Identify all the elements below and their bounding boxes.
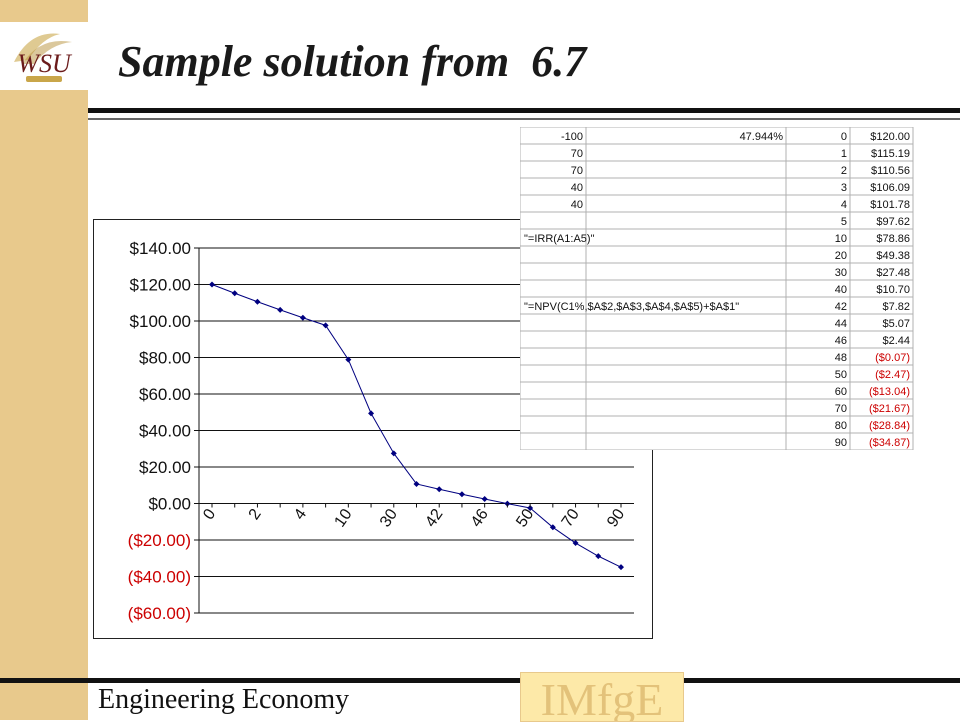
sheet-cell-c: 47.944% [740, 131, 784, 143]
sheet-cell-e: ($34.87) [869, 437, 910, 449]
sheet-cell-a: -100 [561, 131, 583, 143]
sheet-cell-e: $7.82 [882, 301, 910, 313]
x-tick-label: 70 [559, 506, 583, 530]
x-tick-label: 46 [468, 506, 492, 530]
y-tick-label: $0.00 [148, 495, 191, 514]
sheet-cell-d: 90 [835, 437, 847, 449]
footer-course-title: Engineering Economy [98, 684, 350, 715]
x-tick-label: 10 [331, 506, 355, 530]
wsu-logo-text: WSU [17, 49, 73, 78]
sheet-cell-a: 40 [571, 182, 583, 194]
data-point [322, 322, 329, 329]
sheet-cell-e: $27.48 [876, 267, 910, 279]
y-tick-label: ($60.00) [128, 604, 191, 623]
data-point [481, 496, 488, 503]
y-tick-label: $100.00 [130, 312, 191, 331]
sheet-cell-e: ($2.47) [875, 369, 910, 381]
data-point [368, 410, 375, 417]
sheet-cell-d: 40 [835, 284, 847, 296]
data-point [527, 505, 534, 512]
sheet-cell-d: 20 [835, 250, 847, 262]
imfge-logo-text: IMfgE [541, 674, 664, 721]
sheet-cell-e: $115.19 [871, 148, 910, 160]
y-tick-label: $60.00 [139, 385, 191, 404]
sheet-cell-e: $110.56 [871, 165, 910, 177]
y-tick-label: ($20.00) [128, 531, 191, 550]
sheet-cell-e: ($13.04) [869, 386, 910, 398]
sheet-cell-d: 3 [841, 182, 847, 194]
sheet-cell-e: $106.09 [870, 182, 910, 194]
data-point [390, 450, 397, 457]
y-tick-label: $20.00 [139, 458, 191, 477]
data-point [458, 491, 465, 498]
wsu-logo: WSU [0, 22, 88, 90]
sheet-cell-d: 70 [835, 403, 847, 415]
sheet-cell-d: 60 [835, 386, 847, 398]
data-point [595, 553, 602, 560]
sheet-cell-e: ($28.84) [869, 420, 910, 432]
y-tick-label: $140.00 [130, 239, 191, 258]
sheet-cell-d: 42 [835, 301, 847, 313]
sheet-cell-e: $2.44 [882, 335, 910, 347]
wheat-logo-icon: WSU [14, 33, 73, 82]
x-tick-label: 50 [513, 506, 537, 530]
sheet-cell-d: 2 [841, 165, 847, 177]
y-tick-label: $40.00 [139, 422, 191, 441]
sheet-cell-d: 1 [841, 148, 847, 160]
sheet-cell-d: 46 [835, 335, 847, 347]
sheet-cell-formula: "=NPV(C1%,$A$2,$A$3,$A$4,$A$5)+$A$1" [524, 301, 739, 313]
sheet-cell-a: 70 [571, 148, 583, 160]
title-rule-thick [88, 108, 960, 113]
sheet-cell-d: 4 [841, 199, 847, 211]
sheet-cell-e: $120.00 [870, 131, 910, 143]
sheet-cell-d: 0 [841, 131, 847, 143]
data-point [618, 564, 624, 571]
data-point [277, 306, 284, 313]
data-point [413, 480, 420, 487]
footer-rule [0, 678, 960, 683]
y-tick-label: ($40.00) [128, 568, 191, 587]
data-point [209, 281, 215, 288]
sheet-cell-e: $101.78 [870, 199, 910, 211]
sheet-cell-e: $97.62 [876, 216, 910, 228]
sheet-cell-a: 40 [571, 199, 583, 211]
title-rule-thin [88, 118, 960, 120]
imfge-logo-graphic: IMfgE [541, 674, 664, 725]
left-decorative-band [0, 0, 88, 720]
data-point [572, 540, 579, 547]
y-tick-label: $80.00 [139, 349, 191, 368]
data-point [436, 486, 443, 493]
x-tick-label: 30 [377, 506, 401, 530]
x-tick-label: 90 [604, 506, 628, 530]
sheet-cell-e: $10.70 [876, 284, 910, 296]
data-point [254, 298, 261, 305]
data-point [299, 314, 306, 321]
sheet-cell-d: 30 [835, 267, 847, 279]
imfge-logo: IMfgE [520, 672, 684, 725]
sheet-cell-d: 44 [835, 318, 847, 330]
sheet-cell-e: $78.86 [876, 233, 910, 245]
data-point [231, 290, 238, 297]
spreadsheet-table: -100 47.944% 0 $120.00 70 1 $115.19 70 2 $110.56 4… [519, 126, 915, 451]
sheet-cell-d: 50 [835, 369, 847, 381]
x-tick-label: 4 [291, 506, 310, 523]
x-tick-label: 0 [200, 506, 219, 523]
sheet-cell-e: ($0.07) [875, 352, 910, 364]
sheet-cell-a: 70 [571, 165, 583, 177]
sheet-cell-d: 5 [841, 216, 847, 228]
x-tick-label: 2 [246, 506, 265, 523]
sheet-cell-e: ($21.67) [869, 403, 910, 415]
sheet-cell-formula: "=IRR(A1:A5)" [524, 233, 595, 245]
spreadsheet-grid: -100 47.944% 0 $120.00 70 1 $115.19 70 2 $110.56 4… [519, 126, 914, 451]
data-point [549, 524, 556, 531]
page-title: Sample solution from 6.7 [118, 37, 587, 86]
sheet-cell-d: 10 [835, 233, 847, 245]
sheet-cell-e: $49.38 [876, 250, 910, 262]
data-point [345, 356, 352, 363]
y-tick-label: $120.00 [130, 276, 191, 295]
x-tick-label: 42 [422, 506, 446, 530]
sheet-cell-d: 80 [835, 420, 847, 432]
sheet-cell-d: 48 [835, 352, 847, 364]
sheet-cell-e: $5.07 [882, 318, 910, 330]
